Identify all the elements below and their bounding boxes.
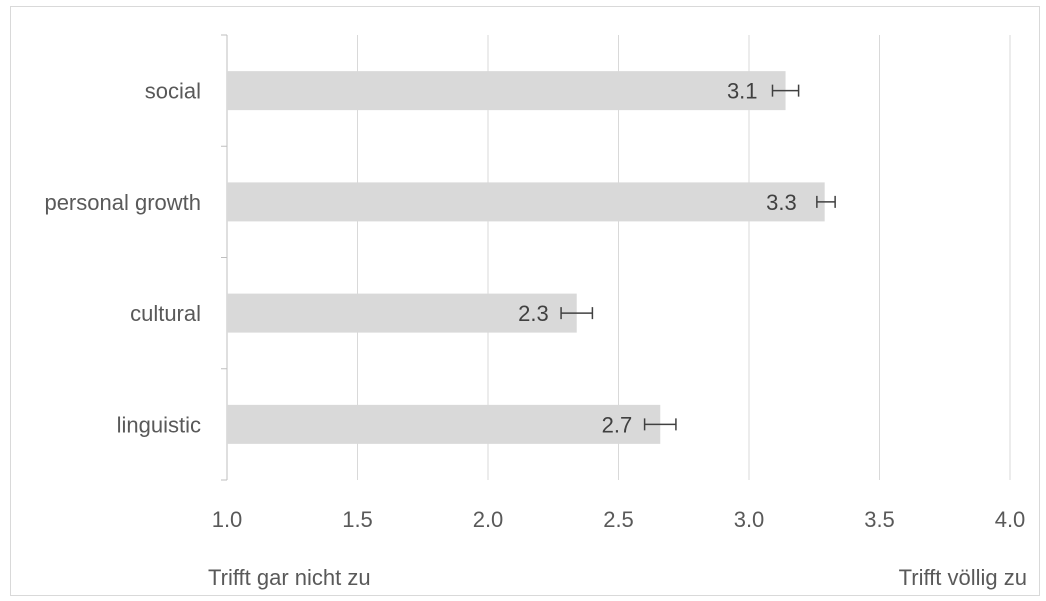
x-tick-labels: 1.0 1.5 2.0 2.5 3.0 3.5 4.0 — [212, 507, 1026, 532]
bar-linguistic — [227, 404, 661, 444]
category-labels: social personal growth cultural linguistic — [44, 79, 201, 438]
scale-anchor-low: Trifft gar nicht zu — [208, 565, 371, 590]
data-label-cultural: 2.3 — [518, 301, 549, 326]
category-axis — [221, 34, 228, 481]
category-label-personal-growth: personal growth — [44, 190, 201, 215]
x-tick-label-2: 2.0 — [473, 507, 504, 532]
x-tick-label-5: 3.5 — [864, 507, 895, 532]
bar-personal-growth — [227, 182, 825, 222]
bar-social — [227, 71, 786, 111]
x-tick-label-1: 1.5 — [342, 507, 373, 532]
category-label-social: social — [145, 79, 201, 104]
scale-anchor-high: Trifft völlig zu — [899, 565, 1027, 590]
error-bars — [560, 84, 836, 431]
x-tick-label-0: 1.0 — [212, 507, 243, 532]
bars — [227, 71, 825, 444]
category-label-linguistic: linguistic — [117, 412, 201, 437]
x-tick-label-4: 3.0 — [734, 507, 765, 532]
data-label-personal-growth: 3.3 — [766, 190, 797, 215]
data-labels: 3.1 3.3 2.3 2.7 — [518, 79, 797, 438]
data-label-social: 3.1 — [727, 79, 758, 104]
x-tick-label-3: 2.5 — [603, 507, 634, 532]
category-label-cultural: cultural — [130, 301, 201, 326]
bar-cultural — [227, 293, 577, 333]
x-tick-label-6: 4.0 — [995, 507, 1026, 532]
data-label-linguistic: 2.7 — [602, 412, 633, 437]
